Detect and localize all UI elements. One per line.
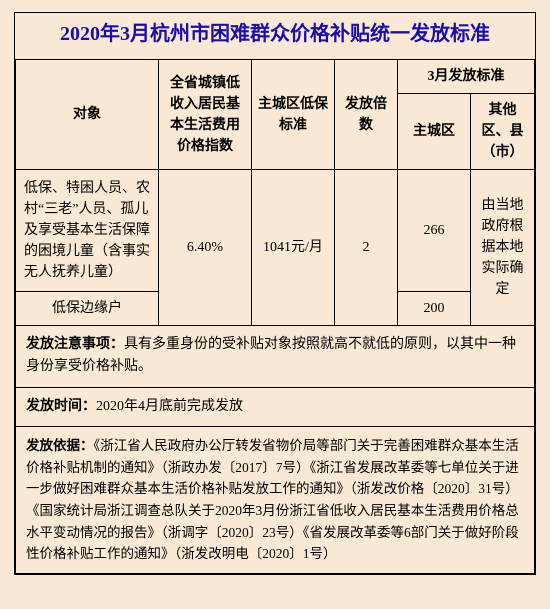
basis-label: 发放依据： xyxy=(26,438,94,453)
col-header-index: 全省城镇低收入居民基本生活费用价格指数 xyxy=(159,60,252,170)
section-time: 发放时间：2020年4月底前完成发放 xyxy=(15,388,535,427)
time-label: 发放时间： xyxy=(26,399,96,414)
table-row: 低保、特困人员、农村“三老”人员、孤儿及享受基本生活保障的困境儿童（含事实无人抚… xyxy=(16,170,535,292)
basis-text: 《浙江省人民政府办公厅转发省物价局等部门关于完善困难群众基本生活价格补贴机制的通… xyxy=(26,438,519,561)
section-basis: 发放依据：《浙江省人民政府办公厅转发省物价局等部门关于完善困难群众基本生活价格补… xyxy=(15,427,535,574)
col-header-standard: 3月发放标准 xyxy=(398,60,535,94)
time-text: 2020年4月底前完成发放 xyxy=(96,399,243,414)
col-header-main-urban: 主城区 xyxy=(398,94,471,170)
notice-label: 发放注意事项： xyxy=(26,337,124,352)
header-row-1: 对象 全省城镇低收入居民基本生活费用价格指数 主城区低保标准 发放倍数 3月发放… xyxy=(16,60,535,94)
cell-other: 由当地政府根据本地实际确定 xyxy=(471,170,535,326)
page-root: 2020年3月杭州市困难群众价格补贴统一发放标准 对象 全省城镇低收入居民基本生… xyxy=(0,0,550,609)
col-header-other: 其他区、县（市） xyxy=(471,94,535,170)
col-header-target: 对象 xyxy=(16,60,159,170)
cell-main-urban-1: 266 xyxy=(398,170,471,292)
cell-beneficiary-1: 低保、特困人员、农村“三老”人员、孤儿及享受基本生活保障的困境儿童（含事实无人抚… xyxy=(16,170,159,292)
cell-beneficiary-2: 低保边缘户 xyxy=(16,292,159,326)
cell-dibao: 1041元/月 xyxy=(252,170,335,326)
page-title: 2020年3月杭州市困难群众价格补贴统一发放标准 xyxy=(15,13,535,59)
content-box: 2020年3月杭州市困难群众价格补贴统一发放标准 对象 全省城镇低收入居民基本生… xyxy=(14,12,536,575)
cell-main-urban-2: 200 xyxy=(398,292,471,326)
col-header-dibao: 主城区低保标准 xyxy=(252,60,335,170)
subsidy-table: 对象 全省城镇低收入居民基本生活费用价格指数 主城区低保标准 发放倍数 3月发放… xyxy=(15,59,535,326)
cell-index: 6.40% xyxy=(159,170,252,326)
cell-multiplier: 2 xyxy=(335,170,398,326)
col-header-multiplier: 发放倍数 xyxy=(335,60,398,170)
section-notice: 发放注意事项：具有多重身份的受补贴对象按照就高不就低的原则，以其中一种身份享受价… xyxy=(15,326,535,388)
